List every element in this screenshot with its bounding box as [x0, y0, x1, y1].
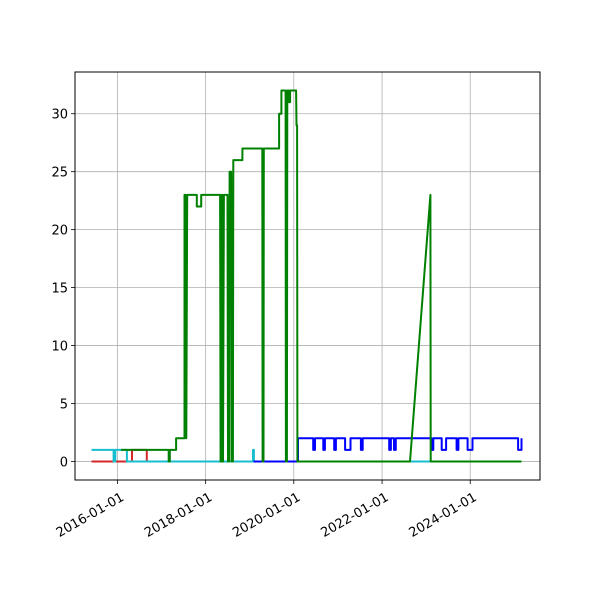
- green-series-line: [121, 89, 522, 463]
- series-group: [91, 89, 523, 463]
- y-tick-label: 10: [51, 340, 68, 355]
- grid: [75, 72, 540, 480]
- axes-frame: [74, 71, 541, 481]
- y-tick-label: 0: [60, 455, 68, 470]
- y-tick-label: 30: [51, 108, 68, 123]
- y-tick-label: 20: [51, 224, 68, 239]
- cyan-series-line: [91, 448, 522, 463]
- y-tick-label: 15: [51, 282, 68, 297]
- y-tick-label: 5: [60, 398, 68, 413]
- blue-series-line: [253, 437, 523, 463]
- y-tick-label: 25: [51, 166, 68, 181]
